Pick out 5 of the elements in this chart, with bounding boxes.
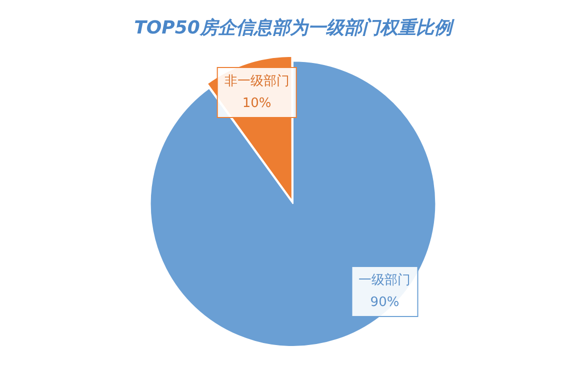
data-label: 90% — [370, 294, 400, 310]
slice-label: 一级部门 — [358, 272, 411, 288]
slice-label: 非一级部门 — [224, 72, 290, 89]
data-label: 10% — [242, 96, 272, 111]
chart-title: TOP50房企信息部为一级部门权重比例 — [134, 17, 455, 38]
